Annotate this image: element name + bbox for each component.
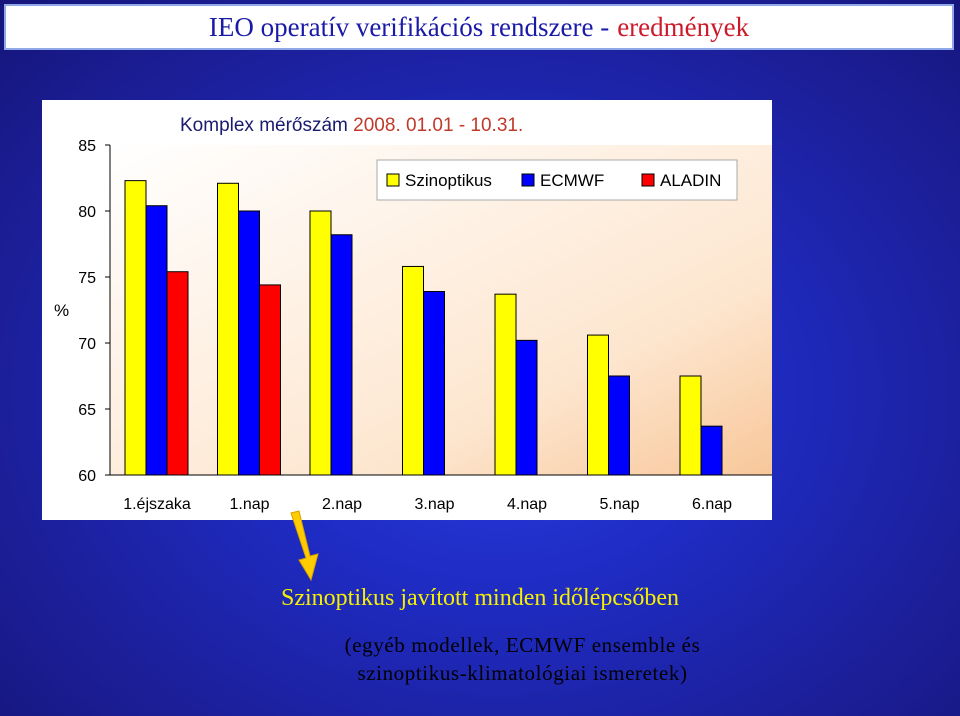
bar-ecmwf bbox=[700, 425, 723, 476]
bar-szinoptikus bbox=[587, 334, 609, 476]
x-tick-label: 1.éjszaka bbox=[123, 496, 191, 513]
x-tick-label: 2.nap bbox=[322, 496, 362, 513]
bar-ecmwf bbox=[423, 291, 445, 476]
legend-label: Szinoptikus bbox=[405, 171, 492, 190]
note-text: (egyéb modellek, ECMWF ensemble és szino… bbox=[200, 631, 845, 687]
y-tick-label: 60 bbox=[78, 468, 96, 485]
y-tick-label: 85 bbox=[78, 138, 96, 155]
x-tick-label: 4.nap bbox=[507, 496, 547, 513]
chart-title-dates: 2008. 01.01 - 10.31. bbox=[353, 115, 523, 136]
bar-szinoptikus bbox=[494, 293, 517, 476]
bar-aladin bbox=[166, 271, 189, 476]
conclusion-text: Szinoptikus javított minden időlépcsőben bbox=[281, 585, 679, 611]
chart-title-main: Komplex mérőszám bbox=[180, 115, 353, 136]
y-tick-label: 75 bbox=[78, 270, 96, 287]
bar-szinoptikus bbox=[679, 375, 702, 476]
legend-label: ALADIN bbox=[660, 171, 721, 190]
legend-label: ECMWF bbox=[540, 171, 604, 190]
bar-ecmwf bbox=[515, 339, 538, 476]
bar-ecmwf bbox=[330, 234, 353, 476]
bar-aladin bbox=[259, 284, 281, 476]
slide-title-accent: eredmények bbox=[617, 11, 750, 42]
chart-title: Komplex mérőszám 2008. 01.01 - 10.31. bbox=[180, 115, 523, 136]
bar-szinoptikus bbox=[124, 180, 147, 476]
y-tick-label: 70 bbox=[78, 336, 96, 353]
x-axis: 1.éjszaka 1.nap 2.nap 3.nap 4.nap 5.nap 6.nap bbox=[110, 474, 772, 513]
note-line-2: szinoptikus-klimatológiai ismeretek) bbox=[357, 661, 688, 685]
slide-title-main: IEO operatív verifikációs rendszere - bbox=[208, 11, 610, 42]
x-tick-label: 3.nap bbox=[414, 496, 454, 513]
bar-chart: 60 65 70 75 80 85 1.éjszaka 1.nap 2.nap 3.nap 4.n… bbox=[54, 115, 772, 513]
bar-szinoptikus bbox=[402, 265, 424, 476]
x-tick-label: 1.nap bbox=[229, 496, 269, 513]
y-tick-label: 80 bbox=[78, 204, 96, 221]
slide-title: IEO operatív verifikációs rendszere - er… bbox=[4, 4, 954, 50]
x-tick-label: 6.nap bbox=[692, 496, 732, 513]
x-tick-label: 5.nap bbox=[599, 496, 639, 513]
chart-panel: 60 65 70 75 80 85 1.éjszaka 1.nap 2.nap 3.nap 4.n… bbox=[42, 100, 772, 520]
note-line-1: (egyéb modellek, ECMWF ensemble és bbox=[344, 633, 701, 657]
y-axis-label: % bbox=[54, 301, 69, 320]
legend-swatch bbox=[641, 173, 655, 187]
legend: Szinoptikus ECMWF ALADIN bbox=[376, 159, 738, 201]
legend-box bbox=[376, 159, 738, 201]
legend-swatch bbox=[521, 173, 535, 187]
bar-ecmwf bbox=[145, 205, 168, 476]
y-tick-label: 65 bbox=[78, 402, 96, 419]
bar-szinoptikus bbox=[217, 182, 239, 476]
bars bbox=[124, 180, 723, 476]
legend-swatch bbox=[386, 173, 400, 187]
bar-ecmwf bbox=[238, 210, 260, 476]
y-axis: 60 65 70 75 80 85 bbox=[78, 138, 111, 485]
bar-ecmwf bbox=[608, 375, 630, 476]
bar-szinoptikus bbox=[309, 210, 332, 476]
